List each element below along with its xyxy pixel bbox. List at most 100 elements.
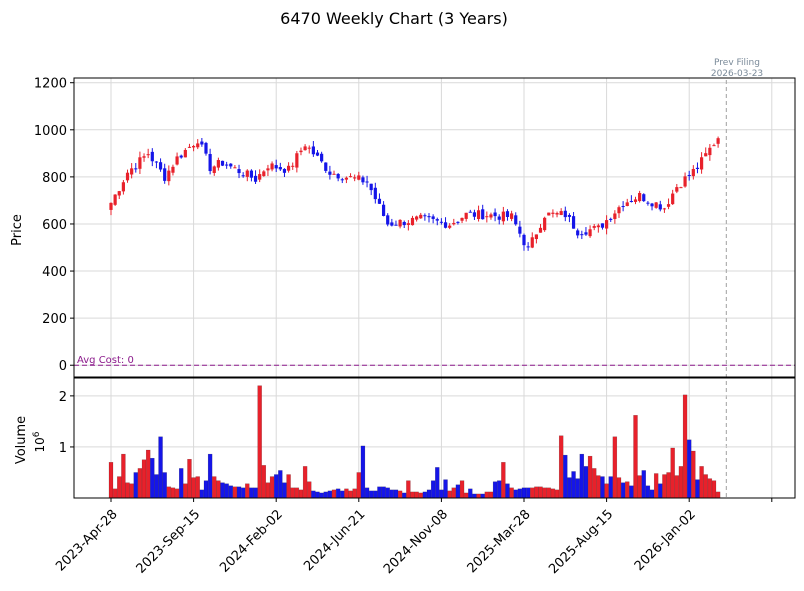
volume-tick-label: 2 — [59, 390, 67, 405]
volume-bar — [558, 435, 564, 499]
candle-body — [609, 218, 613, 220]
volume-bar — [662, 474, 667, 499]
volume-bar — [476, 493, 481, 499]
volume-bar — [154, 474, 159, 499]
volume-bar — [600, 476, 605, 499]
candle-body — [138, 157, 142, 169]
candle-body — [220, 160, 225, 166]
candle-body — [340, 179, 344, 181]
volume-bar — [240, 487, 246, 499]
volume-bar — [501, 462, 506, 499]
candle-body — [514, 215, 518, 225]
volume-bar — [447, 490, 452, 499]
x-tick-label: 2024-Nov-08 — [381, 507, 451, 577]
volume-bar — [633, 415, 638, 499]
candle-body — [262, 171, 266, 177]
candle-body — [555, 213, 559, 215]
candle-body — [654, 202, 658, 208]
candle-body — [311, 146, 315, 155]
candle-body — [216, 160, 220, 168]
price-tick-label: 1000 — [34, 124, 67, 139]
candle-body — [225, 164, 229, 166]
volume-exponent: 106 — [32, 431, 47, 452]
volume-bar — [653, 473, 659, 499]
volume-bar — [410, 491, 415, 499]
candle-body — [592, 226, 596, 228]
candle-body — [299, 150, 303, 153]
volume-bar — [245, 483, 250, 499]
volume-bar — [587, 455, 593, 499]
prev-filing-date: 2026-03-23 — [711, 69, 763, 79]
candle-body — [121, 182, 125, 192]
candle-body — [125, 172, 130, 181]
candle-body — [505, 211, 510, 217]
volume-bar — [691, 450, 696, 499]
volume-bar — [554, 489, 560, 499]
candle-body — [171, 166, 175, 173]
candle-body — [320, 153, 324, 162]
x-axis: 2023-Apr-28 2023-Sep-15 2024-Feb-02 2024-Ju… — [53, 498, 773, 577]
volume-bar — [666, 472, 671, 499]
volume-bar — [364, 487, 370, 499]
volume-bar — [373, 490, 378, 499]
candle-body — [538, 227, 543, 233]
candle-body — [150, 151, 154, 162]
candle-body — [501, 211, 505, 222]
volume-bar — [224, 483, 229, 499]
candle-body — [571, 216, 576, 229]
volume-bar — [402, 492, 407, 499]
candle-body — [113, 194, 117, 205]
volume-bar — [480, 493, 485, 499]
candle-body — [534, 234, 538, 240]
candle-body — [134, 168, 138, 170]
x-tick-label: 2024-Jun-21 — [301, 507, 368, 574]
candle-body — [423, 215, 427, 217]
volume-bar — [174, 488, 180, 499]
candle-body — [456, 221, 460, 223]
candle-body — [249, 170, 254, 178]
volume-bar — [492, 481, 498, 499]
candle-body — [435, 219, 439, 221]
candle-body — [394, 224, 398, 226]
volume-bar — [203, 480, 209, 499]
candle-body — [448, 225, 452, 228]
volume-bar — [290, 487, 295, 499]
candle-body — [563, 210, 567, 218]
candle-body — [642, 194, 646, 202]
candle-body — [377, 198, 382, 204]
volume-bar — [451, 487, 456, 499]
volume-bar — [629, 485, 634, 499]
volume-bar — [422, 491, 428, 499]
volume-bar — [488, 491, 494, 499]
candle-body — [200, 141, 204, 145]
volume-bar — [435, 467, 440, 499]
candle-body — [613, 213, 617, 219]
avg-cost-label: Avg Cost: 0 — [77, 355, 134, 366]
candle-body — [187, 146, 192, 148]
candle-body — [348, 176, 353, 178]
price-panel: 0 200 400 600 800 1000 1200 Avg Cost: 0 Prev F… — [10, 58, 796, 497]
candle-body — [439, 221, 443, 223]
volume-bar — [125, 482, 130, 499]
volume-bar — [207, 453, 213, 499]
candle-body — [708, 147, 712, 156]
candle-body — [315, 152, 320, 156]
volume-bar — [220, 482, 225, 499]
volume-bar — [335, 488, 341, 499]
volume-bar — [195, 476, 200, 499]
candle-body — [464, 212, 468, 219]
candle-body — [373, 187, 377, 200]
volume-bar — [418, 492, 423, 499]
candle-body — [369, 183, 373, 191]
candle-body — [658, 204, 662, 210]
candle-body — [510, 213, 514, 219]
volume-bar — [530, 487, 535, 499]
candle-body — [258, 174, 262, 180]
volume-bar — [687, 439, 692, 499]
volume-bar — [199, 489, 205, 499]
volume-bar — [604, 483, 609, 499]
candle-body — [497, 216, 501, 220]
volume-bar — [319, 492, 324, 499]
candle-body — [196, 143, 200, 148]
volume-bar — [307, 481, 312, 499]
